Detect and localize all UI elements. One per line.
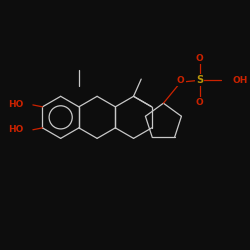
Text: HO: HO — [8, 100, 23, 110]
Text: O: O — [196, 98, 204, 107]
Text: HO: HO — [8, 125, 23, 134]
Text: OH: OH — [232, 76, 248, 85]
Text: S: S — [196, 75, 203, 85]
Text: O: O — [177, 76, 184, 85]
Text: O: O — [196, 54, 204, 63]
